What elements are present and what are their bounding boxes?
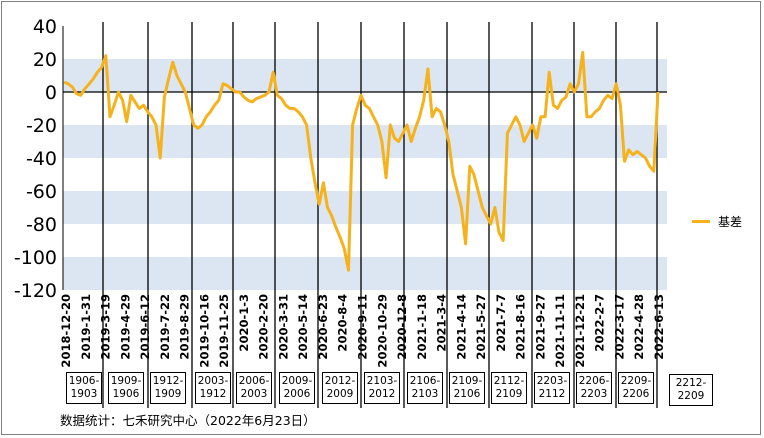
x-tick-label: 2022-4-28 [632, 294, 646, 360]
y-tick-label: 20 [33, 49, 57, 71]
y-tick-label: -100 [14, 247, 57, 269]
x-tick-label: 2021-4-14 [454, 294, 468, 360]
contract-box: 2112- 2109 [491, 372, 527, 404]
grid-band [63, 158, 667, 191]
x-tick-label: 2021-9-27 [533, 294, 547, 360]
x-tick-label: 2020-5-14 [296, 294, 310, 360]
contract-box: 1909- 1906 [108, 372, 144, 404]
contract-box: 2212- 2209 [669, 374, 713, 406]
y-tick-label: -60 [26, 181, 57, 203]
x-tick-label: 2021-7-7 [494, 294, 508, 352]
grid-band [63, 224, 667, 257]
x-axis-tick-labels: 2018-12-20 2019-1-31 2019-3-19 2019-4-29 201… [59, 294, 666, 368]
x-tick-label: 2021-11-11 [553, 294, 567, 368]
x-tick-label: 2019-1-31 [79, 294, 93, 360]
x-tick-label: 2019-6-12 [138, 294, 152, 360]
x-tick-label: 2020-1-3 [237, 294, 251, 352]
x-tick-label: 2022-6-13 [652, 294, 666, 360]
x-tick-label: 2019-8-29 [178, 294, 192, 360]
x-tick-label: 2020-8-4 [336, 294, 350, 352]
x-tick-label: 2021-1-18 [415, 294, 429, 360]
x-tick-label: 2019-11-25 [217, 294, 231, 368]
x-tick-label: 2021-8-16 [514, 294, 528, 360]
grid-band [63, 125, 667, 158]
x-tick-label: 2020-2-20 [257, 294, 271, 360]
y-tick-label: 40 [33, 16, 57, 38]
contract-box: 1912- 1909 [150, 372, 186, 404]
y-tick-label: -80 [26, 214, 57, 236]
x-tick-label: 2020-6-23 [316, 294, 330, 360]
x-tick-label: 2019-10-16 [197, 294, 211, 368]
x-tick-label: 2020-12-8 [395, 294, 409, 360]
contract-divider-lines [102, 22, 658, 408]
y-axis-tick-labels: 40 20 0 -20 -40 -60 -80 -100 -120 [14, 16, 57, 302]
y-tick-label: -40 [26, 148, 57, 170]
y-tick-label: -120 [14, 280, 57, 302]
x-tick-label: 2021-12-21 [573, 294, 587, 368]
x-tick-label: 2022-3-17 [612, 294, 626, 360]
y-tick-label: 0 [45, 82, 57, 104]
x-tick-label: 2022-2-7 [593, 294, 607, 352]
x-tick-label: 2020-10-29 [375, 294, 389, 368]
x-tick-label: 2019-7-22 [158, 294, 172, 360]
grid-band [63, 257, 667, 290]
contract-box: 2009- 2006 [279, 372, 315, 404]
grid-band [63, 191, 667, 224]
grid-bands [63, 26, 667, 290]
y-tick-label: -20 [26, 115, 57, 137]
x-tick-label: 2020-3-31 [276, 294, 290, 360]
contract-box: 2109- 2106 [449, 372, 485, 404]
x-tick-label: 2020-9-11 [356, 294, 370, 360]
contract-box: 2206- 2203 [576, 372, 612, 404]
series-line-basis [63, 50, 660, 272]
contract-box: 2209- 2206 [618, 372, 654, 404]
x-tick-label: 2021-3-4 [435, 294, 449, 352]
contract-box: 1906- 1903 [66, 372, 102, 404]
contract-box: 2012- 2009 [322, 372, 358, 404]
grid-band [63, 59, 667, 92]
x-tick-label: 2019-4-29 [118, 294, 132, 360]
contract-box: 2103- 2012 [364, 372, 400, 404]
x-tick-label: 2018-12-20 [59, 294, 73, 368]
contract-box: 2203- 2112 [534, 372, 570, 404]
contract-box: 2106- 2103 [407, 372, 443, 404]
x-tick-label: 2019-3-19 [99, 294, 113, 360]
contract-box: 2006- 2003 [236, 372, 272, 404]
x-tick-label: 2021-5-27 [474, 294, 488, 360]
legend-swatch [692, 220, 710, 223]
grid-band [63, 26, 667, 59]
source-note: 数据统计：七禾研究中心（2022年6月23日） [60, 413, 316, 428]
legend: 基差 [692, 213, 742, 230]
contract-box: 2003- 1912 [195, 372, 231, 404]
legend-label: 基差 [718, 215, 743, 229]
